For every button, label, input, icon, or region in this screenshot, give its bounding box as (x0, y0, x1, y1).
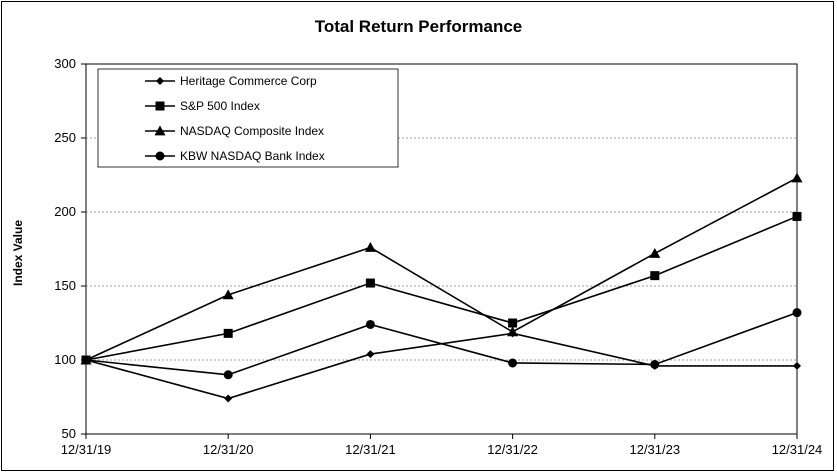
data-point-kbw-nasdaq-bank-index (365, 319, 375, 329)
data-point-heritage-commerce-corp (224, 394, 233, 403)
data-point-nasdaq-composite-index (649, 247, 661, 258)
data-point-nasdaq-composite-index (364, 242, 376, 252)
legend-marker-kbw-nasdaq-bank-index (155, 151, 165, 161)
y-tick-label: 150 (54, 278, 76, 293)
x-tick-label: 12/31/24 (772, 442, 823, 457)
series-line-nasdaq-composite-index (85, 177, 798, 361)
x-tick-label: 12/31/19 (61, 442, 112, 457)
data-point-s-p-500-index (650, 271, 660, 281)
data-point-nasdaq-composite-index (507, 326, 519, 337)
y-tick-label: 250 (54, 130, 76, 145)
x-tick-label: 12/31/21 (345, 442, 396, 457)
legend-marker-heritage-commerce-corp (156, 77, 164, 85)
data-point-nasdaq-composite-index (222, 289, 234, 300)
series-line-kbw-nasdaq-bank-index (85, 311, 798, 376)
data-point-heritage-commerce-corp (366, 350, 375, 359)
legend-label-s-p-500-index: S&P 500 Index (180, 99, 260, 113)
legend-label-heritage-commerce-corp: Heritage Commerce Corp (180, 74, 317, 88)
chart-title: Total Return Performance (314, 17, 523, 36)
legend-label-kbw-nasdaq-bank-index: KBW NASDAQ Bank Index (180, 149, 325, 163)
data-point-kbw-nasdaq-bank-index (81, 355, 91, 365)
legend-marker-nasdaq-composite-index (154, 125, 166, 136)
data-point-kbw-nasdaq-bank-index (792, 308, 802, 318)
series-line-s-p-500-index (85, 215, 798, 361)
data-point-heritage-commerce-corp (793, 361, 801, 370)
data-point-kbw-nasdaq-bank-index (650, 359, 660, 369)
data-point-s-p-500-index (223, 328, 233, 338)
y-tick-label: 50 (62, 426, 76, 441)
y-tick-label: 200 (54, 204, 76, 219)
x-tick-label: 12/31/22 (487, 442, 538, 457)
data-point-kbw-nasdaq-bank-index (508, 358, 518, 368)
plot-area (85, 63, 798, 435)
legend-label-nasdaq-composite-index: NASDAQ Composite Index (180, 124, 324, 138)
data-point-s-p-500-index (792, 211, 802, 221)
y-tick-label: 100 (54, 352, 76, 367)
x-tick-label: 12/31/20 (203, 442, 254, 457)
x-tick-label: 12/31/23 (629, 442, 680, 457)
data-point-s-p-500-index (508, 318, 518, 328)
data-point-s-p-500-index (365, 278, 375, 288)
y-tick-label: 300 (54, 56, 76, 71)
legend (97, 68, 399, 168)
data-point-kbw-nasdaq-bank-index (223, 370, 233, 380)
data-point-nasdaq-composite-index (791, 172, 803, 183)
legend-marker-s-p-500-index (155, 101, 165, 111)
